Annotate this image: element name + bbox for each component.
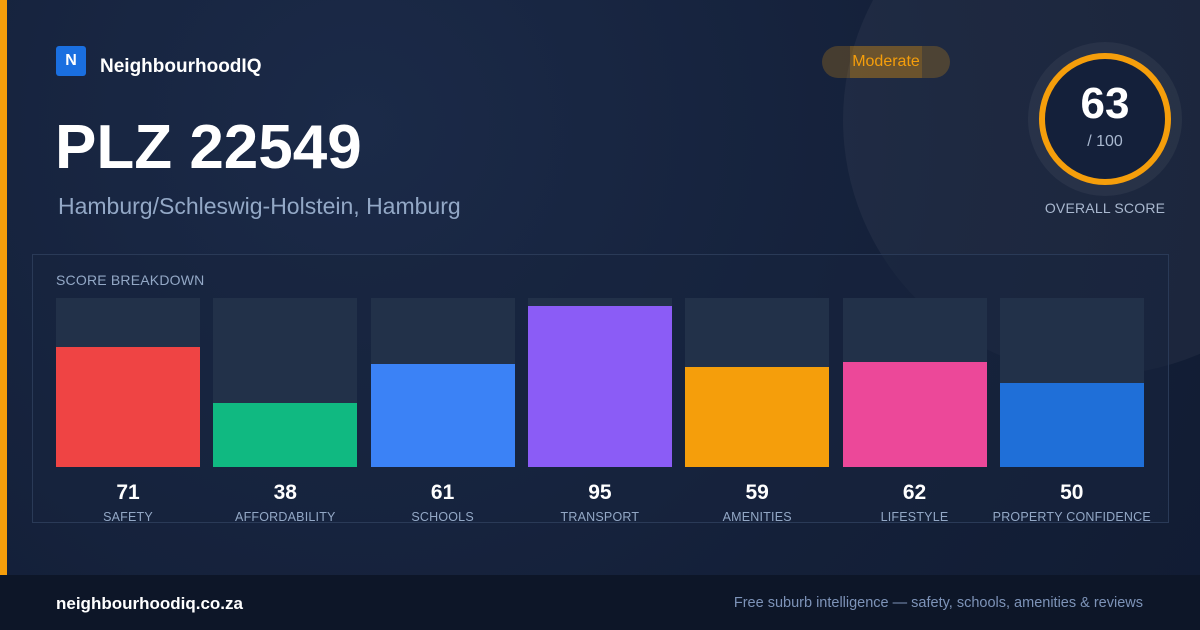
overall-score-label: OVERALL SCORE xyxy=(1044,200,1166,216)
bar-track xyxy=(56,298,200,467)
overall-score-value: 63 xyxy=(1080,79,1130,128)
bar-value: 59 xyxy=(745,481,769,504)
bar-label: TRANSPORT xyxy=(560,510,640,524)
bar-track xyxy=(370,298,515,467)
bar-fill xyxy=(842,362,987,467)
bar-value: 95 xyxy=(588,481,612,504)
bar-track xyxy=(527,298,672,467)
breakdown-title: SCORE BREAKDOWN xyxy=(56,272,205,288)
footer: neighbourhoodiq.co.za Free suburb intell… xyxy=(0,575,1200,630)
bar-track xyxy=(842,298,987,467)
bar-label: SCHOOLS xyxy=(411,510,474,524)
bar-fill xyxy=(685,367,830,467)
bar-label: LIFESTYLE xyxy=(880,510,949,524)
bar-value: 71 xyxy=(116,481,140,504)
bar-label: AMENITIES xyxy=(722,510,792,524)
bar-fill xyxy=(213,402,358,467)
brand-name: NeighbourhoodIQ xyxy=(100,56,262,77)
rating-badge-label: Moderate xyxy=(852,53,920,70)
bar-track xyxy=(999,298,1144,467)
footer-tagline: Free suburb intelligence — safety, schoo… xyxy=(733,595,1143,611)
bar-fill xyxy=(999,382,1144,467)
bar-value: 50 xyxy=(1060,481,1084,504)
footer-domain: neighbourhoodiq.co.za xyxy=(56,594,243,613)
bar-fill xyxy=(370,363,515,467)
bar-track xyxy=(213,298,358,467)
bar-fill xyxy=(56,347,200,467)
bar-track xyxy=(685,298,830,467)
bar-label: SAFETY xyxy=(103,510,153,524)
bar-value: 38 xyxy=(273,481,297,504)
bar-fill xyxy=(527,306,672,467)
score-ring-graphic xyxy=(1028,42,1182,196)
score-ring-arc xyxy=(1039,53,1171,185)
logo-letter: N xyxy=(65,52,77,69)
page-title: PLZ 22549 xyxy=(55,113,362,182)
location-subtitle: Hamburg/Schleswig-Holstein, Hamburg xyxy=(58,193,461,219)
bar-label: AFFORDABILITY xyxy=(235,510,336,524)
overall-score-max: / 100 xyxy=(1087,133,1123,150)
bar-value: 62 xyxy=(902,481,927,504)
overall-score-ring: 63 / 100 xyxy=(1028,42,1182,196)
brand-logo-icon: N xyxy=(56,46,86,76)
rating-badge: Moderate xyxy=(822,46,950,78)
bar-value: 61 xyxy=(430,481,455,504)
accent-stripe xyxy=(0,0,7,575)
bar-label: PROPERTY CONFIDENCE xyxy=(992,510,1151,524)
score-breakdown-panel: SCORE BREAKDOWN 71 SAFETY 38 AFFORDABILITY 6… xyxy=(32,254,1169,524)
